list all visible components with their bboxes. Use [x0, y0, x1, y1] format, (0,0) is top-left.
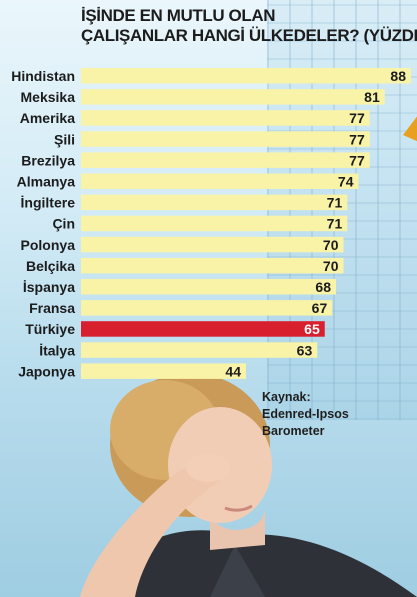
value-label-13: 63 — [297, 342, 313, 358]
value-label-0: 88 — [390, 68, 406, 84]
source-line-3: Barometer — [262, 424, 325, 438]
bar-11 — [81, 300, 333, 316]
value-label-11: 67 — [312, 300, 328, 316]
bar-10 — [81, 279, 336, 295]
orange-decoration — [403, 116, 417, 142]
category-label-6: İngiltere — [21, 195, 76, 211]
value-label-12: 65 — [304, 321, 320, 337]
category-label-5: Almanya — [17, 174, 76, 190]
bar-9 — [81, 257, 344, 274]
category-label-9: Belçika — [26, 258, 75, 274]
category-label-7: Çin — [52, 216, 75, 232]
stressed-woman-photo — [80, 373, 417, 597]
category-label-11: Fransa — [29, 300, 75, 316]
category-label-8: Polonya — [21, 237, 76, 253]
bar-5 — [81, 173, 359, 189]
value-label-3: 77 — [349, 131, 365, 147]
category-label-2: Amerika — [20, 110, 75, 126]
category-label-3: Şili — [54, 131, 75, 147]
value-label-6: 71 — [327, 195, 343, 211]
source-line-2: Edenred-Ipsos — [262, 407, 349, 421]
category-label-1: Meksika — [21, 89, 76, 105]
value-label-7: 71 — [327, 216, 343, 232]
bar-8 — [81, 236, 344, 253]
bar-7 — [81, 215, 348, 232]
bar-1 — [81, 89, 385, 105]
bar-4 — [81, 152, 370, 168]
bar-2 — [81, 110, 370, 126]
category-label-10: İspanya — [23, 279, 75, 295]
value-label-1: 81 — [364, 89, 380, 105]
category-label-12: Türkiye — [25, 321, 75, 337]
value-label-10: 68 — [315, 279, 331, 295]
bar-14 — [81, 363, 246, 379]
value-label-14: 44 — [225, 363, 241, 379]
value-label-4: 77 — [349, 152, 365, 168]
bar-6 — [81, 194, 348, 211]
chart-title: İŞİNDE EN MUTLU OLAN ÇALIŞANLAR HANGİ ÜL… — [81, 6, 417, 46]
source-line-1: Kaynak: — [262, 390, 311, 404]
category-label-13: İtalya — [39, 342, 75, 358]
chart-title-line-2: ÇALIŞANLAR HANGİ ÜLKEDELER? (YÜZDE) — [81, 26, 417, 45]
value-label-5: 74 — [338, 174, 354, 190]
bar-13 — [81, 342, 318, 358]
value-label-8: 70 — [323, 237, 339, 253]
category-label-4: Brezilya — [21, 152, 75, 168]
chart-title-line-1: İŞİNDE EN MUTLU OLAN — [81, 6, 276, 25]
value-label-9: 70 — [323, 258, 339, 274]
bar-0 — [81, 68, 411, 84]
category-label-14: Japonya — [18, 363, 75, 379]
bar-12 — [81, 321, 325, 337]
category-label-0: Hindistan — [11, 68, 75, 84]
source-note: Kaynak: Edenred-Ipsos Barometer — [262, 389, 412, 440]
value-label-2: 77 — [349, 110, 365, 126]
bar-3 — [81, 131, 370, 147]
